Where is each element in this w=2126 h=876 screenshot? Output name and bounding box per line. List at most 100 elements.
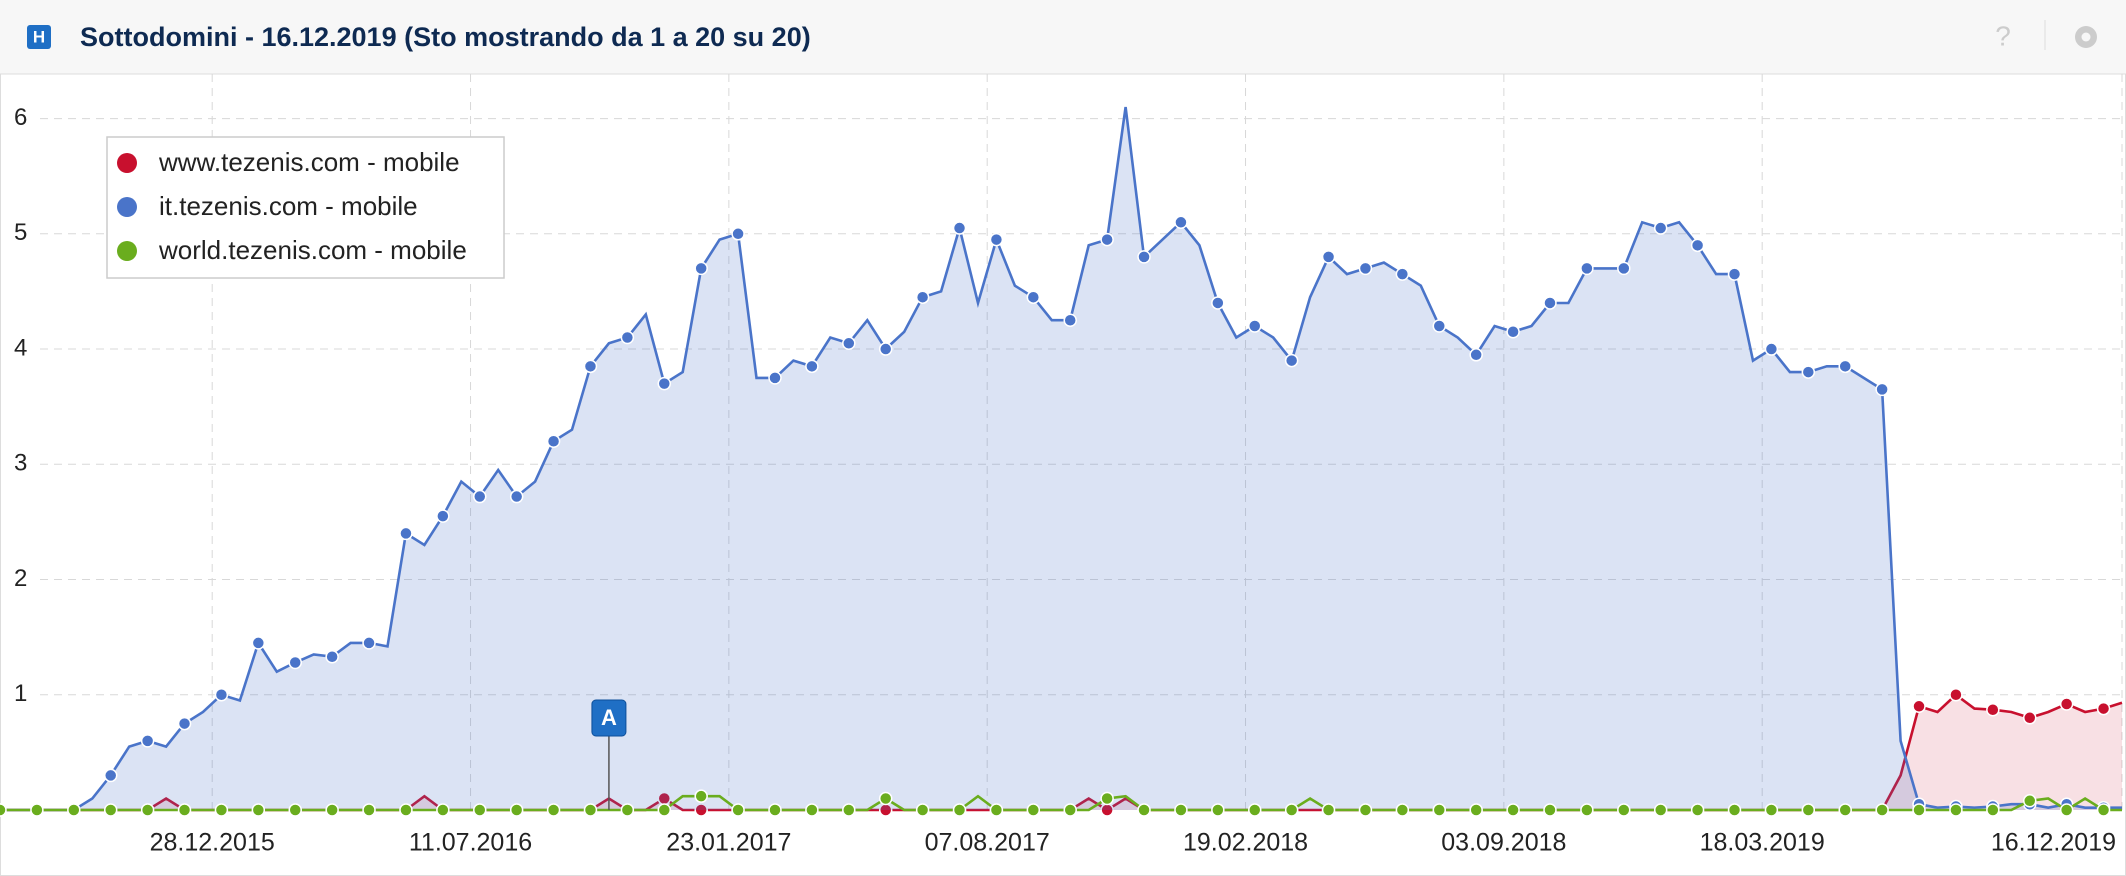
x-tick-label: 19.02.2018 xyxy=(1183,829,1308,857)
point xyxy=(1986,702,2000,717)
point xyxy=(694,803,708,817)
point xyxy=(731,803,745,817)
point xyxy=(1063,313,1077,327)
x-tick-label: 07.08.2017 xyxy=(925,829,1050,857)
point xyxy=(1986,803,2000,817)
header-title: Sottodomini - 16.12.2019 (Sto mostrando … xyxy=(80,22,811,52)
y-tick-label: 1 xyxy=(14,680,27,707)
point xyxy=(1838,359,1852,374)
point xyxy=(325,649,339,664)
point xyxy=(1100,791,1114,806)
point xyxy=(657,803,672,817)
legend-swatch xyxy=(117,153,137,173)
point xyxy=(1580,261,1594,276)
point xyxy=(1801,803,1816,817)
point xyxy=(473,489,487,504)
point xyxy=(546,434,561,448)
point xyxy=(620,330,635,345)
point xyxy=(1617,803,1631,817)
point xyxy=(2096,803,2111,817)
header-icon-text: H xyxy=(33,27,45,46)
point xyxy=(878,791,893,806)
point xyxy=(1690,803,1705,817)
point xyxy=(2059,803,2074,817)
point xyxy=(1100,232,1114,247)
point xyxy=(1026,803,1041,817)
point xyxy=(1912,699,1926,714)
point xyxy=(915,803,930,817)
point xyxy=(0,803,7,817)
point xyxy=(1063,803,1077,817)
point xyxy=(214,688,229,702)
point xyxy=(620,803,635,817)
point xyxy=(952,803,967,817)
point xyxy=(1653,221,1668,235)
point xyxy=(583,359,598,374)
point xyxy=(1247,803,1262,817)
settings-icon[interactable] xyxy=(2075,26,2097,48)
x-tick-label: 23.01.2017 xyxy=(666,829,791,857)
y-tick-label: 2 xyxy=(14,565,27,592)
point xyxy=(1284,803,1299,817)
point xyxy=(2022,794,2037,808)
y-tick-label: 4 xyxy=(14,334,27,361)
point xyxy=(214,803,229,817)
header-icon xyxy=(27,25,51,49)
point xyxy=(842,336,856,351)
point xyxy=(2096,701,2111,716)
point xyxy=(1838,803,1852,817)
point xyxy=(1506,803,1520,817)
point xyxy=(1727,267,1742,281)
point xyxy=(842,803,856,817)
point xyxy=(1211,296,1225,310)
point xyxy=(1395,803,1410,817)
legend-label: it.tezenis.com - mobile xyxy=(159,191,418,221)
point xyxy=(1912,803,1926,817)
point xyxy=(1543,296,1557,310)
point xyxy=(546,803,561,817)
point xyxy=(509,803,524,817)
legend-swatch xyxy=(117,197,137,217)
point xyxy=(30,803,44,817)
point xyxy=(989,232,1004,247)
point xyxy=(1801,365,1816,379)
x-tick-label: 28.12.2015 xyxy=(150,829,275,857)
point xyxy=(731,227,745,241)
point xyxy=(1764,342,1779,356)
point xyxy=(103,803,118,817)
point xyxy=(1395,267,1410,281)
point xyxy=(436,803,450,817)
point xyxy=(1211,803,1225,817)
point xyxy=(1247,319,1262,333)
y-tick-label: 5 xyxy=(14,219,27,246)
point xyxy=(1580,803,1594,817)
point xyxy=(288,803,302,817)
point xyxy=(1949,688,1963,702)
point xyxy=(1137,803,1151,817)
point xyxy=(1358,261,1373,276)
annotation-flag xyxy=(591,699,627,737)
point xyxy=(2022,711,2037,725)
x-tick-label: 16.12.2019 xyxy=(1991,829,2116,857)
point xyxy=(952,221,967,235)
point xyxy=(1321,803,1336,817)
point xyxy=(2059,697,2074,711)
help-icon[interactable]: ? xyxy=(1995,20,2011,51)
point xyxy=(694,789,708,803)
point xyxy=(878,342,893,356)
point xyxy=(768,371,782,385)
x-tick-label: 11.07.2016 xyxy=(409,829,532,857)
y-tick-label: 6 xyxy=(14,104,27,131)
point xyxy=(251,636,266,650)
point xyxy=(1469,803,1483,817)
point xyxy=(362,636,376,650)
point xyxy=(251,803,266,817)
point xyxy=(1653,803,1668,817)
point xyxy=(362,803,376,817)
point xyxy=(657,376,672,391)
point xyxy=(694,261,708,276)
point xyxy=(399,526,413,541)
point xyxy=(1284,353,1299,368)
point xyxy=(325,803,339,817)
